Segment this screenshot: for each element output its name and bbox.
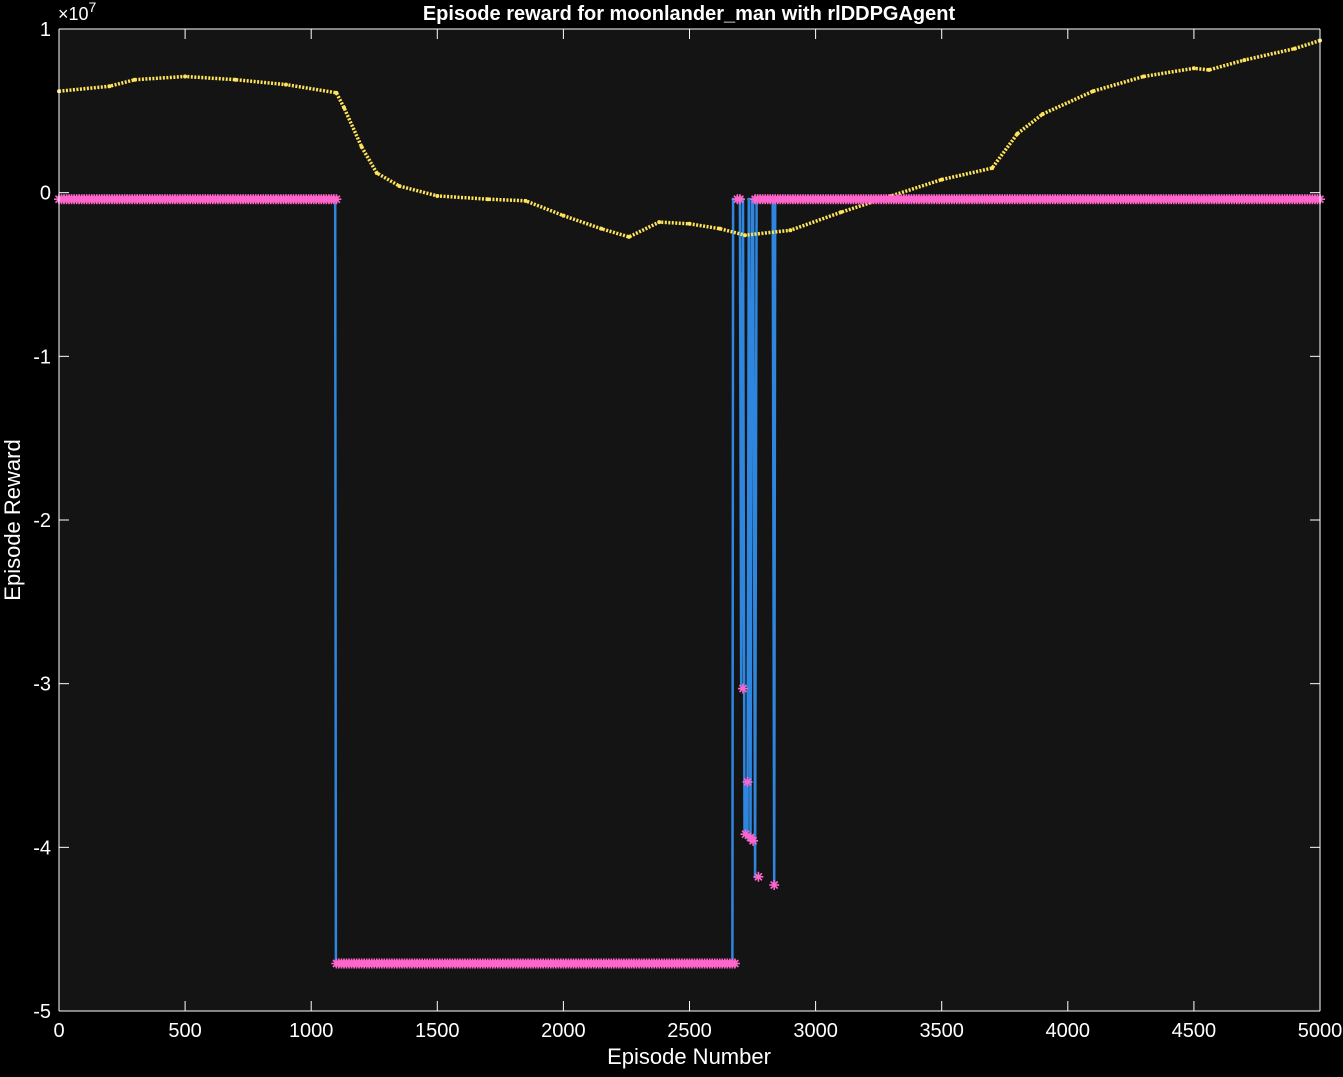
star-stroke xyxy=(770,880,779,890)
average-reward-point xyxy=(1292,46,1297,51)
x-tick-label: 4500 xyxy=(1172,1020,1217,1042)
y-tick-label: -2 xyxy=(33,510,51,532)
average-reward-point xyxy=(1015,131,1020,136)
average-reward-point xyxy=(1040,112,1045,117)
star-stroke xyxy=(754,872,763,881)
average-reward-point xyxy=(939,177,944,182)
star-stroke xyxy=(730,959,739,968)
average-reward-point xyxy=(397,184,402,189)
average-reward-point xyxy=(657,220,662,225)
average-reward-point xyxy=(485,197,490,202)
star-stroke xyxy=(741,830,750,839)
average-reward-point xyxy=(1091,89,1096,94)
average-reward-point xyxy=(334,90,339,95)
y-axis-exponent: ×107 xyxy=(58,0,97,24)
x-tick-label: 3000 xyxy=(793,1020,838,1042)
x-axis-title: Episode Number xyxy=(607,1044,771,1069)
y-tick-label: -3 xyxy=(33,674,51,696)
average-reward-point xyxy=(107,84,112,89)
star-stroke xyxy=(738,684,748,693)
average-reward-point xyxy=(742,233,747,238)
plot-area xyxy=(59,29,1320,1011)
y-tick-label: -5 xyxy=(33,1001,51,1023)
episode-marker-point xyxy=(753,871,764,882)
episode-marker xyxy=(331,194,342,205)
average-reward-point xyxy=(1141,74,1146,79)
y-tick-label: 0 xyxy=(40,183,51,205)
chart-title: Episode reward for moonlander_man with r… xyxy=(423,3,956,25)
average-reward-point xyxy=(717,226,722,231)
average-reward-point xyxy=(183,74,188,79)
average-reward-point xyxy=(283,82,288,87)
episode-marker-point xyxy=(748,835,759,846)
star-stroke xyxy=(749,836,758,845)
average-reward-point xyxy=(788,228,793,233)
star-stroke xyxy=(332,195,341,204)
star-stroke xyxy=(743,777,752,786)
average-reward-point xyxy=(599,226,604,231)
y-axis-exponent-power: 7 xyxy=(89,0,97,15)
x-tick-label: 3500 xyxy=(919,1020,964,1042)
average-reward-point xyxy=(523,198,528,203)
x-tick-label: 0 xyxy=(53,1020,64,1042)
average-reward-point xyxy=(1191,66,1196,71)
average-reward-point xyxy=(233,77,238,82)
average-reward-point xyxy=(990,166,995,171)
average-reward-point xyxy=(341,105,346,110)
average-reward-point xyxy=(838,210,843,215)
average-reward-point xyxy=(561,213,566,218)
star-stroke xyxy=(735,195,744,204)
average-reward-point xyxy=(1242,58,1247,63)
average-reward-point xyxy=(435,193,440,198)
x-tick-label: 5000 xyxy=(1298,1020,1343,1042)
episode-marker xyxy=(729,958,740,969)
average-reward-point xyxy=(687,221,692,226)
y-axis-title: Episode Reward xyxy=(0,439,25,600)
average-reward-point xyxy=(626,234,631,239)
episode-marker-point xyxy=(738,683,748,694)
x-tick-label: 2500 xyxy=(667,1020,712,1042)
episode-reward-point xyxy=(747,197,751,201)
axes-layer: 0 500 1000 1500 2000 2500 3000 3500 4000 4500 5000… xyxy=(33,19,1342,1042)
x-tick-label: 1000 xyxy=(289,1020,334,1042)
episode-marker-point xyxy=(742,776,753,787)
x-tick-label: 4000 xyxy=(1046,1020,1091,1042)
episode-marker-point xyxy=(769,880,780,890)
series-layer xyxy=(54,38,1325,969)
y-tick-label: -1 xyxy=(33,346,51,368)
average-reward-point xyxy=(132,77,137,82)
y-tick-label: 1 xyxy=(40,19,51,41)
average-reward-point xyxy=(374,171,379,176)
episode-marker xyxy=(734,194,745,205)
x-tick-label: 500 xyxy=(168,1020,201,1042)
x-tick-label: 2000 xyxy=(541,1020,586,1042)
x-tick-label: 1500 xyxy=(415,1020,460,1042)
y-tick-label: -4 xyxy=(33,837,51,859)
average-reward-point xyxy=(1207,67,1212,72)
average-reward-point xyxy=(359,144,364,149)
